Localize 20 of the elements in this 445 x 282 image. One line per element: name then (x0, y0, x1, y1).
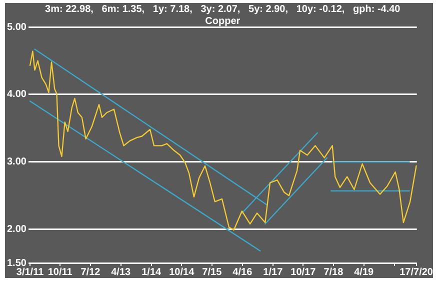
x-tick-label: 17/7/20 (400, 266, 434, 278)
x-tick-label: 1/14 (142, 266, 162, 278)
x-tick-label: 4/16 (232, 266, 253, 278)
x-tick-label: 3/1/11 (16, 266, 44, 278)
chart-subtitle: 3m: 22.98, 6m: 1.35, 1y: 7.18, 3y: 2.07, 5y: 2.90, 10y: -0.12, gph: -4.40 (45, 4, 401, 15)
y-tick-label: 1.50 (6, 258, 27, 269)
y-tick-label: 5.00 (6, 22, 27, 33)
x-tick-label: 7/18 (324, 266, 344, 278)
y-tick-label: 4.00 (6, 89, 27, 100)
x-tick-label: 7/12 (80, 266, 101, 278)
x-tick-label: 10/17 (290, 266, 316, 278)
x-tick-label: 4/13 (111, 266, 132, 278)
x-tick-label: 4/19 (354, 266, 374, 278)
x-tick-label: 10/11 (48, 266, 73, 278)
chart-title: Copper (205, 16, 240, 27)
x-tick-label: 1/17 (263, 266, 284, 278)
y-tick-label: 2.00 (6, 224, 27, 236)
y-tick-label: 3.00 (6, 156, 27, 168)
x-tick-label: 7/15 (202, 266, 222, 278)
x-tick-label: 10/14 (169, 266, 195, 278)
